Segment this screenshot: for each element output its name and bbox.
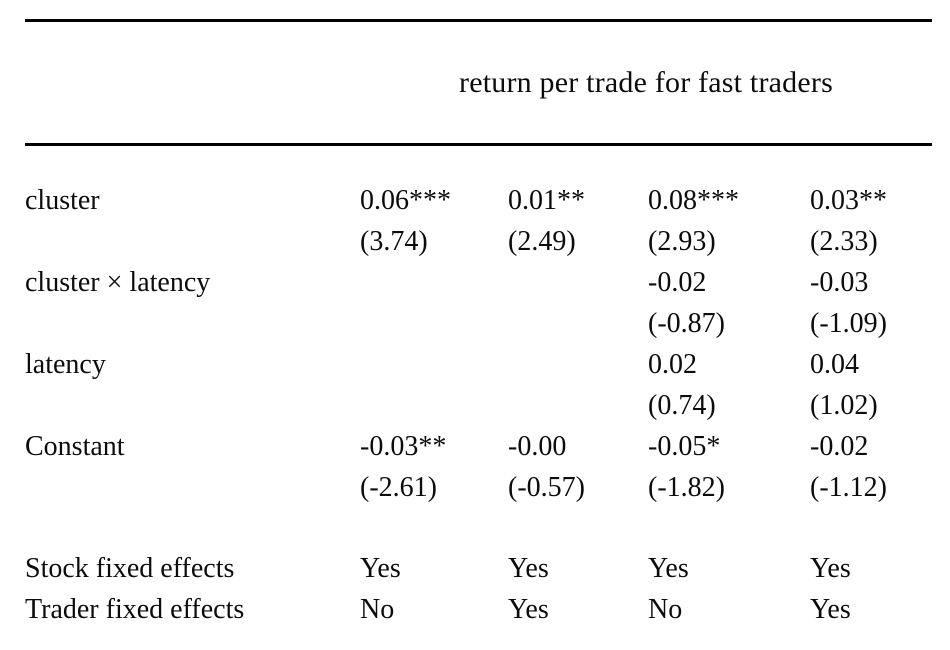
coefficient-cell — [508, 262, 648, 303]
fixed-effects-cell: Yes — [508, 594, 549, 625]
coefficient-cell: -0.03 — [810, 267, 869, 298]
coefficient-cell: 0.03** — [810, 185, 887, 216]
row-label — [25, 221, 360, 262]
column-group-title: return per trade for fast traders — [459, 65, 833, 99]
coefficient-cell: -0.03** — [360, 431, 447, 462]
tstat-cell: (-1.09) — [810, 308, 887, 339]
coefficient-cell: -0.05* — [648, 431, 721, 462]
table-row-fixed-effects: Trader fixed effects No Yes No Yes — [25, 589, 932, 630]
fixed-effects-cell: Yes — [810, 594, 851, 625]
tstat-cell: (-2.61) — [360, 472, 437, 503]
row-label: Constant — [25, 431, 125, 462]
coefficient-cell: 0.02 — [648, 349, 697, 380]
row-label: cluster × latency — [25, 267, 211, 298]
mid-rule — [25, 143, 932, 146]
table-row: cluster × latency -0.02 -0.03 — [25, 262, 932, 303]
table-row: (3.74) (2.49) (2.93) (2.33) — [25, 221, 932, 262]
tstat-cell: (3.74) — [360, 226, 428, 257]
tstat-cell — [360, 385, 508, 426]
coefficient-cell: 0.01** — [508, 185, 585, 216]
row-label: cluster — [25, 185, 100, 216]
fixed-effects-cell: Yes — [508, 553, 549, 584]
tstat-cell: (2.33) — [810, 226, 878, 257]
coefficient-cell — [360, 344, 508, 385]
tstat-cell: (0.74) — [648, 390, 716, 421]
coefficient-cell: -0.00 — [508, 431, 567, 462]
fixed-effects-cell: Yes — [360, 553, 401, 584]
coefficient-cell: 0.06*** — [360, 185, 451, 216]
table-header: return per trade for fast traders — [360, 22, 932, 143]
table-row: (0.74) (1.02) — [25, 385, 932, 426]
tstat-cell: (2.49) — [508, 226, 576, 257]
row-label: Stock fixed effects — [25, 553, 235, 584]
tstat-cell: (-1.82) — [648, 472, 725, 503]
tstat-cell: (1.02) — [810, 390, 878, 421]
tstat-cell: (-0.87) — [648, 308, 725, 339]
regression-table: cluster 0.06*** 0.01** 0.08*** 0.03** (3… — [25, 146, 932, 630]
row-label — [25, 467, 360, 508]
fixed-effects-cell: No — [648, 594, 683, 625]
table-row: cluster 0.06*** 0.01** 0.08*** 0.03** — [25, 146, 932, 221]
fixed-effects-cell: Yes — [810, 553, 851, 584]
row-label — [25, 303, 360, 344]
coefficient-cell — [508, 344, 648, 385]
row-label — [25, 385, 360, 426]
table-row-fixed-effects: Stock fixed effects Yes Yes Yes Yes — [25, 508, 932, 589]
top-rule — [25, 19, 932, 22]
fixed-effects-cell: Yes — [648, 553, 689, 584]
table-row: (-2.61) (-0.57) (-1.82) (-1.12) — [25, 467, 932, 508]
tstat-cell — [508, 303, 648, 344]
fixed-effects-cell: No — [360, 594, 395, 625]
tstat-cell — [360, 303, 508, 344]
coefficient-cell: 0.08*** — [648, 185, 739, 216]
tstat-cell — [508, 385, 648, 426]
table-row: latency 0.02 0.04 — [25, 344, 932, 385]
coefficient-cell: -0.02 — [648, 267, 707, 298]
table-row: Constant -0.03** -0.00 -0.05* -0.02 — [25, 426, 932, 467]
tstat-cell: (-0.57) — [508, 472, 585, 503]
tstat-cell: (2.93) — [648, 226, 716, 257]
coefficient-cell — [360, 262, 508, 303]
coefficient-cell: 0.04 — [810, 349, 859, 380]
row-label: Trader fixed effects — [25, 594, 245, 625]
row-label: latency — [25, 349, 106, 380]
tstat-cell: (-1.12) — [810, 472, 887, 503]
coefficient-cell: -0.02 — [810, 431, 869, 462]
table-row: (-0.87) (-1.09) — [25, 303, 932, 344]
